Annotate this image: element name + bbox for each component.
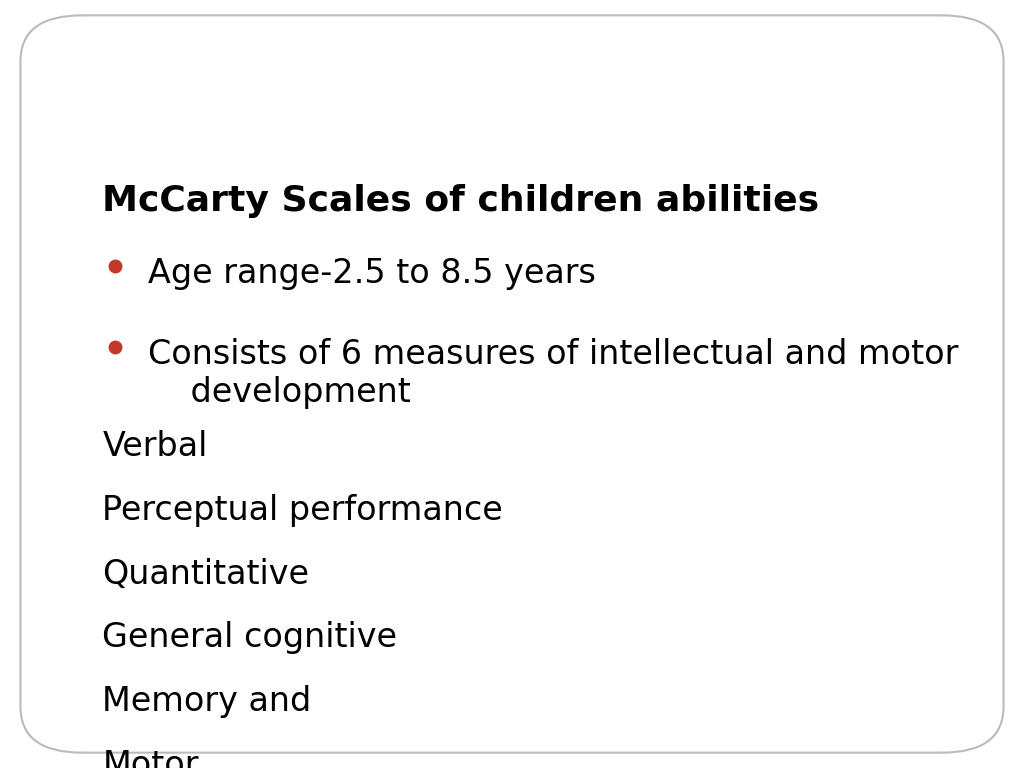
Text: Verbal: Verbal (102, 430, 208, 463)
Text: Age range-2.5 to 8.5 years: Age range-2.5 to 8.5 years (148, 257, 596, 290)
Text: Quantitative: Quantitative (102, 558, 309, 591)
Text: General cognitive: General cognitive (102, 621, 397, 654)
Text: Motor: Motor (102, 749, 199, 768)
FancyBboxPatch shape (20, 15, 1004, 753)
Text: Consists of 6 measures of intellectual and motor
    development: Consists of 6 measures of intellectual a… (148, 338, 958, 409)
Text: McCarty Scales of children abilities: McCarty Scales of children abilities (102, 184, 819, 218)
Text: Memory and: Memory and (102, 685, 311, 718)
Text: Perceptual performance: Perceptual performance (102, 494, 503, 527)
